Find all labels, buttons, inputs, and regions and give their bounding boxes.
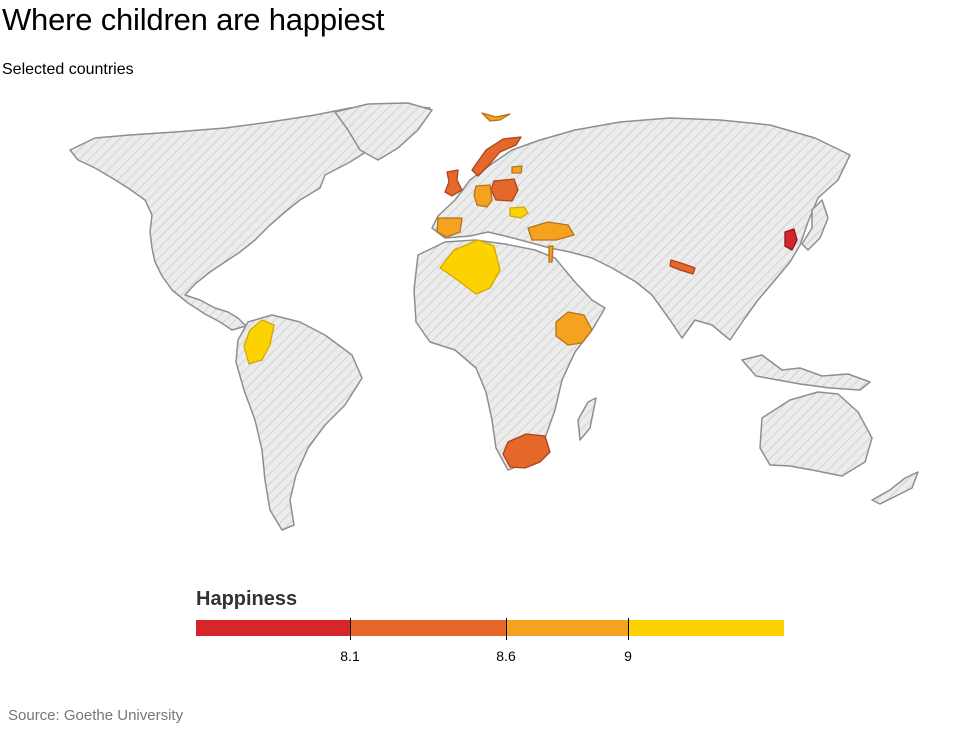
country-south-africa [502,433,551,469]
country-spain [436,217,463,238]
country-malta [481,112,511,122]
landmass-japan [801,199,829,251]
landmass-eurasia [431,117,851,341]
landmass-new-zealand [871,471,919,505]
country-turkey [527,221,575,241]
landmass-indonesia [741,354,871,391]
legend-tick-label-1: 8.1 [340,648,360,664]
country-ethiopia [555,311,593,346]
landmass-australia [759,391,873,477]
world-map [69,102,919,531]
legend-tick-label-2: 8.6 [496,648,516,664]
source-note: Source: Goethe University [8,707,184,724]
legend-segment-3 [506,620,629,636]
country-south-korea [784,228,798,251]
country-nepal [669,259,696,275]
legend-segment-4 [629,620,784,636]
chart-title: Where children are happiest [2,2,385,37]
country-estonia [511,165,523,174]
country-romania [509,206,529,219]
country-israel [548,245,554,263]
color-legend: 8.1 8.6 9 [196,618,784,668]
landmass-africa [413,239,606,471]
legend-tick-1 [350,618,351,640]
legend-title: Happiness [196,588,298,610]
legend-segment-1 [196,620,351,636]
legend-segment-2 [351,620,506,636]
country-germany [473,184,493,208]
country-united-kingdom [444,169,463,197]
legend-tick-3 [628,618,629,640]
landmass-greenland [334,102,433,161]
legend-tick-label-3: 9 [624,648,632,664]
chart-subtitle: Selected countries [2,61,134,78]
landmass-south-america [235,314,363,531]
country-poland [490,178,519,202]
legend-tick-2 [506,618,507,640]
country-norway [471,136,522,177]
landmass-madagascar [577,397,597,441]
country-algeria [439,239,501,295]
country-colombia [243,319,275,365]
